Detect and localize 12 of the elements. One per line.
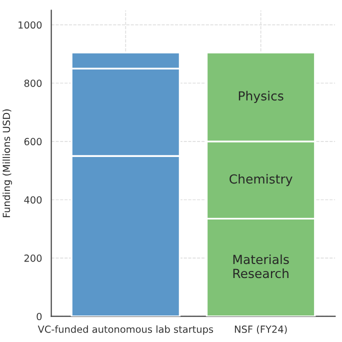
y-tick-label: 400	[24, 196, 42, 204]
x-tick-label: NSF (FY24)	[234, 325, 287, 334]
x-tick-label: VC-funded autonomous lab startups	[38, 325, 214, 335]
data-label: Materials Research	[233, 254, 289, 278]
y-tick-label: 200	[24, 254, 42, 262]
y-tick-label: 1000	[18, 21, 42, 29]
y-tick-label: 0	[36, 312, 42, 320]
y-tick-label: 800	[24, 80, 42, 87]
y-axis-title: Funding (Millions USD)	[2, 109, 12, 218]
data-label: Physics	[238, 90, 284, 104]
data-label: Chemistry	[230, 174, 292, 186]
y-tick-label: 600	[24, 138, 42, 146]
